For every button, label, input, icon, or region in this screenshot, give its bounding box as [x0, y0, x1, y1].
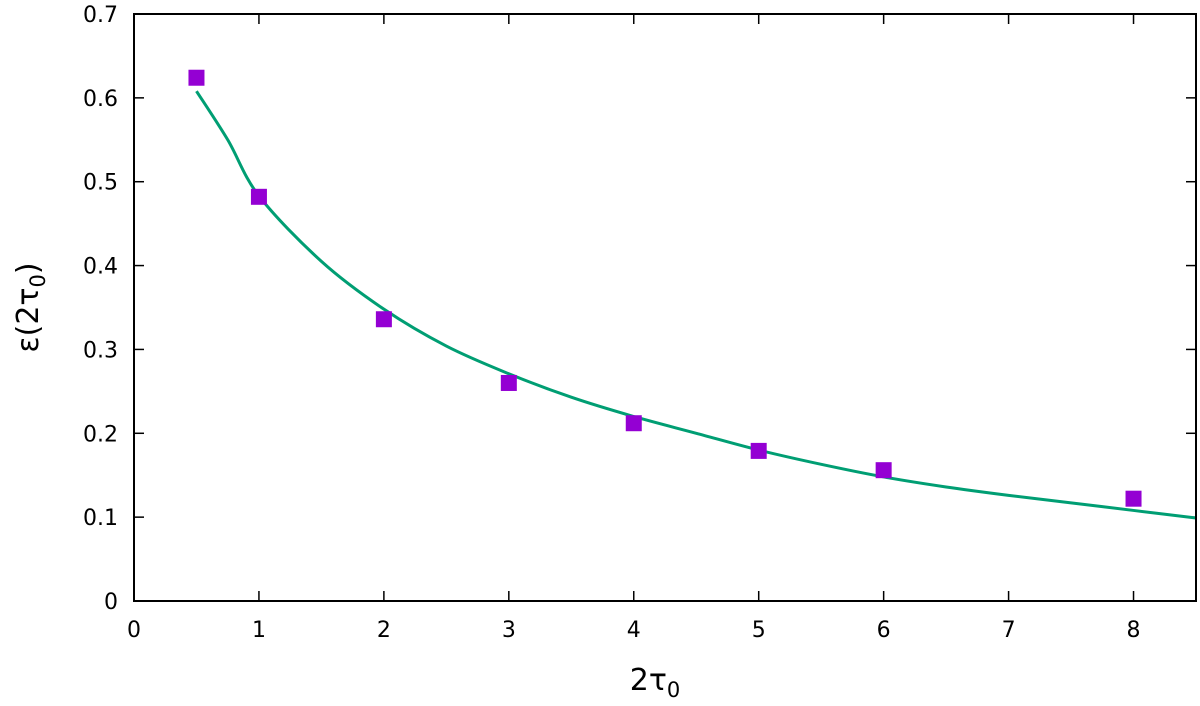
ticks-layer: 0 1 2 3 4 5 6 7 8 0 0.1 0.2 0.3 0.4 0.5 0.6 0.7: [83, 3, 1196, 643]
x-tick-label: 1: [252, 618, 266, 643]
y-tick-label: 0.7: [83, 3, 118, 28]
data-point: [875, 462, 892, 479]
x-axis-label-main: 2τ: [630, 663, 667, 698]
y-tick-label: 0: [104, 590, 118, 615]
y-tick-label: 0.3: [83, 338, 118, 363]
data-point: [750, 442, 767, 459]
y-tick-label: 0.1: [83, 506, 118, 531]
y-tick-label: 0.6: [83, 87, 118, 112]
x-tick-label: 3: [502, 618, 516, 643]
data-point: [250, 188, 267, 205]
y-tick-label: 0.4: [83, 255, 118, 280]
x-tick-label: 8: [1127, 618, 1141, 643]
data-point: [188, 69, 205, 86]
data-point: [625, 415, 642, 432]
x-tick-label: 5: [752, 618, 766, 643]
y-axis-label-subscript: 0: [26, 274, 50, 287]
x-axis-label: 2τ0: [630, 663, 681, 702]
y-tick-label: 0.5: [83, 171, 118, 196]
y-tick-label: 0.2: [83, 422, 118, 447]
data-point: [500, 374, 517, 391]
plot-frame: [133, 13, 1197, 602]
data-point: [1125, 490, 1142, 507]
curve-layer: [195, 90, 1197, 520]
data-point: [375, 311, 392, 328]
x-tick-label: 4: [627, 618, 641, 643]
fit-curve: [195, 90, 1197, 520]
x-tick-label: 2: [377, 618, 391, 643]
x-tick-label: 0: [127, 618, 141, 643]
x-tick-label: 6: [877, 618, 891, 643]
y-axis-label-main: ε(2τ: [11, 288, 46, 353]
x-tick-label: 7: [1002, 618, 1016, 643]
y-axis-label: ε(2τ0): [11, 262, 50, 352]
x-axis-label-subscript: 0: [667, 678, 680, 702]
y-axis-label-close: ): [11, 262, 46, 274]
points-layer: [188, 69, 1142, 507]
